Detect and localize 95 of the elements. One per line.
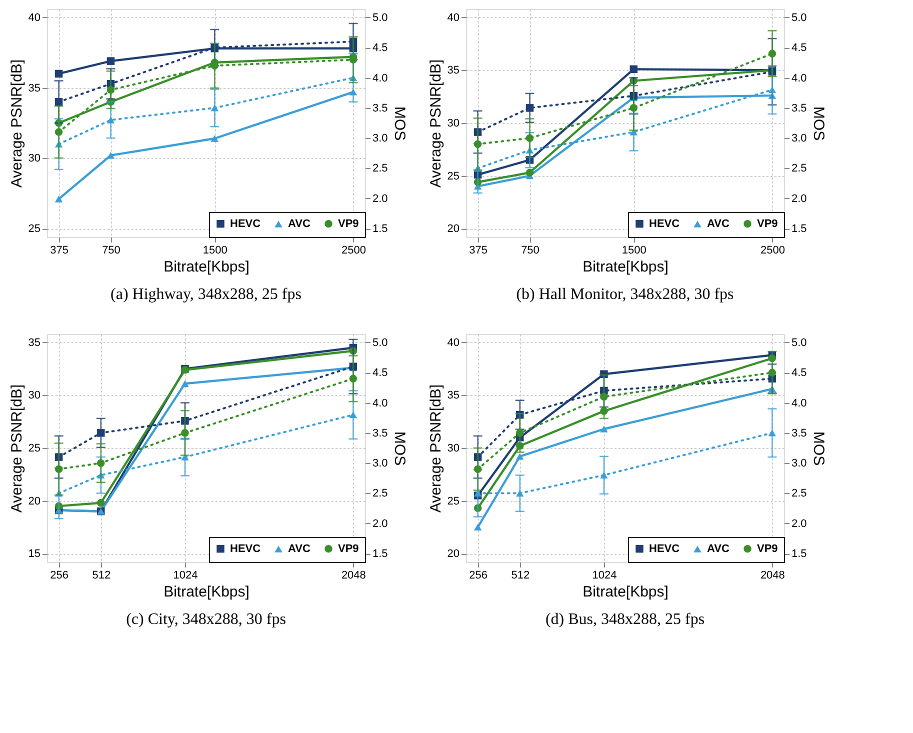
y-tick-label: 40 [447, 12, 460, 24]
y2-tick-label: 2.0 [792, 518, 807, 530]
x-tick-label: 256 [469, 570, 488, 582]
y2-tick-label: 2.5 [372, 488, 388, 500]
y-tick-label: 25 [28, 223, 40, 236]
legend-label: VP9 [757, 542, 778, 555]
x-tick-label: 750 [102, 244, 120, 256]
y2-tick-label: 5.0 [372, 12, 388, 24]
legend-label: HEVC [230, 218, 261, 230]
y2-tick-label: 1.5 [792, 548, 807, 560]
text: (d) Bus, 348x288, 25 fps [545, 611, 705, 628]
y-tick-label: 35 [447, 390, 460, 402]
y2-axis-title: MOS [810, 106, 827, 141]
y-tick-label: 20 [447, 223, 460, 236]
y2-tick-label: 4.0 [372, 397, 388, 410]
y2-axis-title: MOS [810, 431, 827, 466]
y2-tick-label: 1.5 [792, 223, 807, 236]
text: (c) City, 348x288, 30 fps [126, 611, 286, 628]
y2-tick-label: 5.0 [372, 336, 388, 349]
y2-tick-label: 5.0 [792, 336, 807, 349]
y-tick-label: 30 [28, 152, 40, 165]
y2-tick-label: 3.0 [372, 132, 388, 145]
y-tick-label: 35 [447, 64, 460, 77]
y-axis-title: Average PSNR[dB] [427, 384, 444, 513]
x-tick-label: 1500 [202, 244, 228, 256]
x-tick-label: 2048 [760, 570, 785, 582]
x-tick-label: 375 [469, 244, 488, 256]
x-tick-label: 1024 [592, 570, 617, 582]
x-axis-title: Bitrate[Kbps] [582, 584, 668, 600]
y2-tick-label: 4.5 [372, 367, 388, 380]
y2-tick-label: 4.5 [372, 42, 388, 54]
y-tick-label: 30 [447, 118, 460, 130]
y2-axis-title: MOS [390, 431, 408, 466]
y-axis-title: Average PSNR[dB] [427, 59, 444, 188]
x-axis-title: Bitrate[Kbps] [164, 584, 250, 600]
y2-tick-label: 4.0 [792, 72, 807, 84]
y2-tick-label: 2.5 [372, 162, 388, 175]
legend-label: HEVC [649, 218, 680, 230]
x-tick-label: 512 [92, 570, 111, 582]
y2-axis-title: MOS [390, 106, 408, 141]
x-tick-label: 1500 [622, 244, 646, 256]
legend-label: VP9 [757, 218, 778, 230]
x-axis-title: Bitrate[Kbps] [164, 258, 250, 276]
x-tick-label: 375 [50, 244, 68, 256]
y2-tick-label: 4.5 [792, 367, 807, 380]
x-axis-title: Bitrate[Kbps] [582, 258, 668, 276]
y2-tick-label: 1.5 [372, 223, 388, 236]
x-tick-label: 2048 [341, 570, 366, 582]
y-tick-label: 15 [28, 548, 40, 560]
y-tick-label: 25 [28, 442, 40, 454]
y2-tick-label: 3.0 [792, 132, 807, 145]
y2-tick-label: 4.0 [372, 72, 388, 84]
y2-tick-label: 3.0 [792, 458, 807, 470]
y2-tick-label: 2.5 [792, 488, 807, 500]
x-tick-label: 512 [511, 570, 530, 582]
y-tick-label: 25 [447, 495, 460, 508]
y2-tick-label: 3.0 [372, 458, 388, 470]
y2-tick-label: 3.5 [372, 427, 388, 440]
y2-tick-label: 2.0 [372, 192, 388, 205]
y-tick-label: 35 [28, 82, 40, 94]
legend-label: AVC [707, 218, 730, 230]
y-tick-label: 25 [447, 170, 460, 182]
y2-tick-label: 2.0 [372, 518, 388, 530]
y2-tick-label: 2.5 [792, 162, 807, 175]
legend-label: AVC [288, 218, 310, 230]
y-tick-label: 40 [447, 336, 460, 349]
x-tick-label: 1024 [173, 570, 198, 582]
legend-label: HEVC [230, 542, 261, 555]
legend-label: VP9 [338, 542, 359, 555]
y-tick-label: 35 [28, 336, 40, 349]
y-tick-label: 20 [28, 495, 40, 508]
y-tick-label: 30 [447, 442, 460, 454]
y2-tick-label: 2.0 [792, 192, 807, 205]
y-tick-label: 30 [28, 390, 40, 402]
y-tick-label: 40 [28, 12, 40, 24]
y2-tick-label: 4.5 [792, 42, 807, 54]
y-axis-title: Average PSNR[dB] [8, 59, 26, 188]
x-tick-label: 2500 [341, 244, 366, 256]
y2-tick-label: 3.5 [792, 102, 807, 114]
x-tick-label: 2500 [760, 244, 785, 256]
legend-label: AVC [288, 543, 310, 556]
text: (b) Hall Monitor, 348x288, 30 fps [516, 286, 734, 303]
x-tick-label: 750 [521, 244, 540, 256]
y2-tick-label: 4.0 [792, 397, 807, 410]
y2-tick-label: 1.5 [372, 548, 388, 560]
y-tick-label: 20 [447, 548, 460, 560]
text: (a) Highway, 348x288, 25 fps [110, 286, 302, 303]
y2-tick-label: 5.0 [792, 12, 807, 24]
legend-label: HEVC [649, 542, 680, 555]
legend-label: AVC [707, 543, 730, 556]
x-tick-label: 256 [50, 570, 69, 582]
legend-label: VP9 [338, 218, 359, 230]
y2-tick-label: 3.5 [372, 102, 388, 114]
y2-tick-label: 3.5 [792, 427, 807, 440]
y-axis-title: Average PSNR[dB] [8, 384, 26, 513]
